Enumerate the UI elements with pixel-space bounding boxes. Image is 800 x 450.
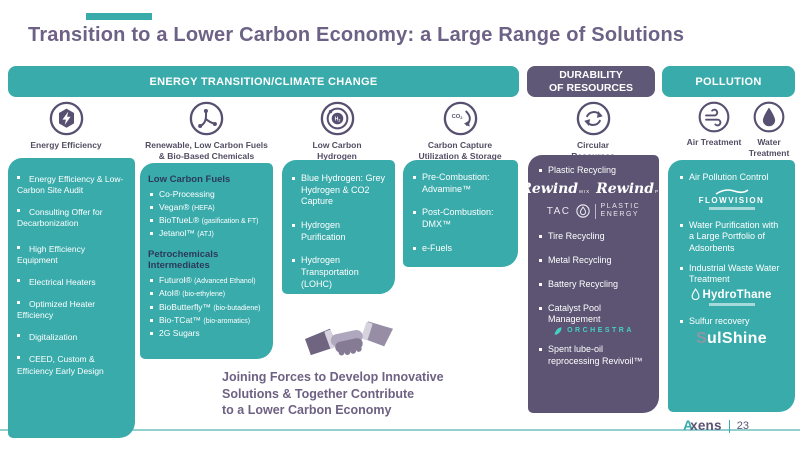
footer-divider-line	[0, 429, 800, 431]
list-item: Atol® (bio-ethylene)	[148, 288, 265, 299]
page-number: 23	[736, 420, 749, 432]
svg-text:CO2: CO2	[451, 114, 463, 120]
footer: Axens 23	[683, 417, 749, 435]
tac-plastic-energy-logos: TAC PLASTIC ENERGY	[537, 203, 650, 220]
rewind-pet-logo: RewindPET	[596, 180, 667, 197]
section-header-pollution-label: POLLUTION	[695, 75, 762, 88]
list-item: Digitalization	[17, 332, 126, 343]
list-item: Jetanol™ (ATJ)	[148, 228, 265, 239]
pillar-low-carbon-hydrogen: H2 Low Carbon Hydrogen	[284, 100, 390, 161]
list-item: Plastic Recycling	[537, 165, 650, 177]
list-item: 2G Sugars	[148, 328, 265, 339]
hydrogen-box: Blue Hydrogen: Grey Hydrogen & CO2 Captu…	[282, 160, 395, 294]
list-item: Futurol® (Advanced Ethanol)	[148, 275, 265, 286]
list-item: e-Fuels	[411, 243, 510, 255]
list-item: Hydrogen Transportation (LOHC)	[290, 255, 387, 290]
pillar-air-treatment: Air Treatment	[672, 100, 756, 148]
list-item: CEED, Custom & Efficiency Early Design	[17, 354, 126, 376]
plastic-energy-drop-icon	[575, 204, 590, 218]
pillar-label: Carbon Capture Utilization & Storage	[418, 140, 502, 161]
section-header-energy-transition: ENERGY TRANSITION/CLIMATE CHANGE	[8, 66, 519, 97]
molecule-icon	[189, 101, 224, 136]
flowvision-tagline	[708, 206, 755, 210]
list-item: Co-Processing	[148, 189, 265, 200]
list-item: Hydrogen Purification	[290, 220, 387, 243]
page-divider	[728, 419, 730, 433]
sulshine-logo: SulShine	[696, 329, 767, 347]
list-item: Energy Efficiency & Low-Carbon Site Audi…	[17, 174, 126, 196]
ccus-box: Pre-Combustion: Advamine™ Post-Combustio…	[403, 160, 518, 267]
axens-logo: Axens	[683, 417, 722, 433]
subsection-title: Low Carbon Fuels	[148, 174, 231, 185]
section-header-durability: DURABILITY OF RESOURCES	[527, 66, 655, 97]
list-item: Industrial Waste Water Treatment	[678, 263, 785, 286]
list-item: BioTfueL® (gasification & FT)	[148, 215, 265, 226]
list-item: Post-Combustion: DMX™	[411, 207, 510, 230]
section-header-energy-label: ENERGY TRANSITION/CLIMATE CHANGE	[149, 75, 378, 88]
list-item: High Efficiency Equipment	[17, 244, 126, 266]
air-wind-icon	[698, 101, 730, 133]
list-item: Sulfur recovery	[678, 316, 785, 328]
title-accent-dash	[86, 13, 152, 20]
orchestra-leaf-icon	[554, 327, 562, 335]
co2-capture-icon: CO2	[443, 101, 477, 136]
list-item: Air Pollution Control	[678, 172, 785, 184]
circular-resources-box: Plastic Recycling RewindMIX RewindPET TA…	[520, 155, 666, 413]
list-item: Pre-Combustion: Advamine™	[411, 172, 510, 195]
rewind-logos: RewindMIX RewindPET	[520, 181, 666, 197]
joining-forces-message: Joining Forces to Develop Innovative Sol…	[222, 370, 444, 417]
pillar-renewable-fuels: Renewable, Low Carbon Fuels & Bio-Based …	[140, 100, 273, 161]
logo-divider	[594, 203, 596, 219]
pillar-circular-resources: Circular Resources	[534, 100, 652, 161]
hydrothane-tagline	[708, 303, 755, 307]
orchestra-logo: ORCHESTRA	[537, 326, 650, 336]
flowvision-logo: FLOWVISION	[678, 187, 785, 210]
section-header-pollution: POLLUTION	[662, 66, 795, 97]
pillar-carbon-capture: CO2 Carbon Capture Utilization & Storage	[398, 100, 522, 161]
plastic-energy-logo: PLASTIC ENERGY	[600, 202, 641, 219]
pillar-label: Renewable, Low Carbon Fuels & Bio-Based …	[145, 140, 268, 161]
list-item: Optimized Heater Efficiency	[17, 299, 126, 321]
list-item: Spent lube-oil reprocessing Revivoil™	[537, 344, 650, 367]
slide-title: Transition to a Lower Carbon Economy: a …	[28, 24, 685, 46]
pillar-label: Air Treatment	[686, 137, 742, 147]
pillar-energy-efficiency: Energy Efficiency	[10, 100, 122, 151]
pillar-water-treatment: Water Treatment	[742, 100, 796, 158]
list-item: Blue Hydrogen: Grey Hydrogen & CO2 Captu…	[290, 173, 387, 208]
list-item: Electrical Heaters	[17, 277, 126, 288]
list-item: BioButterfly™ (bio-butadiene)	[148, 302, 265, 313]
lightning-hexagon-icon	[49, 101, 83, 136]
list-item: Water Purification with a Large Portfoli…	[678, 220, 785, 255]
subsection-title: Petrochemicals Intermediates	[148, 249, 219, 272]
hydrothane-logo: HydroThane	[678, 288, 785, 307]
section-header-durability-label: DURABILITY OF RESOURCES	[548, 69, 633, 94]
list-item: Consulting Offer for Decarbonization	[17, 207, 126, 229]
energy-efficiency-box: Energy Efficiency & Low-Carbon Site Audi…	[8, 158, 135, 438]
list-item: Metal Recycling	[537, 255, 650, 267]
pillar-label: Low Carbon Hydrogen	[312, 140, 362, 161]
svg-text:H2: H2	[334, 117, 340, 123]
recycle-arrows-icon	[576, 101, 610, 136]
water-drop-icon	[753, 101, 785, 133]
list-item: Catalyst Pool Management	[537, 303, 650, 326]
hydrogen-h2-icon: H2	[320, 101, 354, 136]
pillar-label: Energy Efficiency	[30, 140, 102, 150]
fuels-biochemicals-box: Low Carbon Fuels Co-Processing Vegan® (H…	[140, 163, 273, 359]
rewind-mix-logo: RewindMIX	[520, 180, 591, 197]
pollution-box: Air Pollution Control FLOWVISION Water P…	[668, 160, 795, 412]
list-item: Vegan® (HEFA)	[148, 202, 265, 213]
list-item: Tire Recycling	[537, 231, 650, 243]
pillar-label: Water Treatment	[748, 137, 790, 158]
handshake-illustration	[305, 321, 393, 356]
flowvision-wave-icon	[715, 188, 748, 195]
list-item: Battery Recycling	[537, 279, 650, 291]
tac-logo: TAC	[546, 205, 571, 217]
hydrothane-flame-icon	[692, 288, 700, 301]
list-item: Bio-TCat™ (bio-aromatics)	[148, 315, 265, 326]
